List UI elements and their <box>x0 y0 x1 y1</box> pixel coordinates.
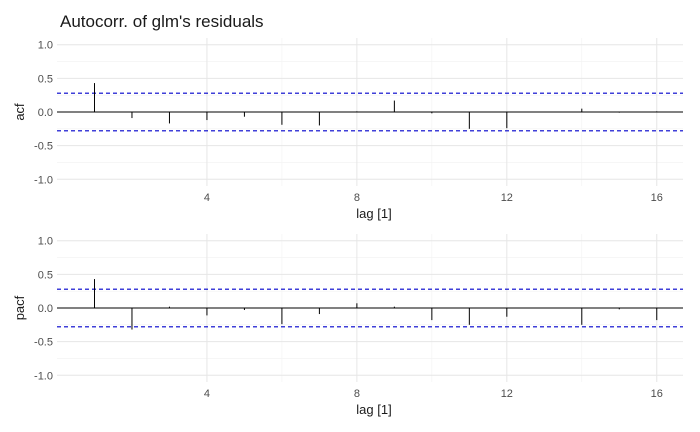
panel-1-xaxis-label: lag [1] <box>356 206 391 221</box>
panel-2-xtick-label: 16 <box>651 388 663 400</box>
panel-2-yaxis-label: pacf <box>12 295 27 320</box>
panel-2-xtick-label: 12 <box>501 388 513 400</box>
panel-2-xaxis-label: lag [1] <box>356 402 391 417</box>
panel-1-ytick-label: 1.0 <box>38 40 53 52</box>
panel-2-xtick-label: 8 <box>354 388 360 400</box>
panel-1-ytick-label: -1.0 <box>34 174 53 186</box>
panel-2-ytick-label: 0.0 <box>38 303 53 315</box>
panel-2-ytick-label: -0.5 <box>34 337 53 349</box>
panel-1-xtick-label: 12 <box>501 192 513 204</box>
panel-1-xtick-label: 8 <box>354 192 360 204</box>
panel-1-ytick-label: 0.0 <box>38 107 53 119</box>
panel-1-xtick-label: 16 <box>651 192 663 204</box>
panel-2-ytick-label: -1.0 <box>34 370 53 382</box>
panel-1-ytick-label: 0.5 <box>38 73 53 85</box>
panel-2-xtick-label: 4 <box>204 388 210 400</box>
panel-1-yaxis-label: acf <box>12 103 27 121</box>
panel-2-ytick-label: 1.0 <box>38 236 53 248</box>
panel-2-ytick-label: 0.5 <box>38 269 53 281</box>
chart-title: Autocorr. of glm's residuals <box>60 12 264 31</box>
panel-1-ytick-label: -0.5 <box>34 141 53 153</box>
panel-1-xtick-label: 4 <box>204 192 210 204</box>
